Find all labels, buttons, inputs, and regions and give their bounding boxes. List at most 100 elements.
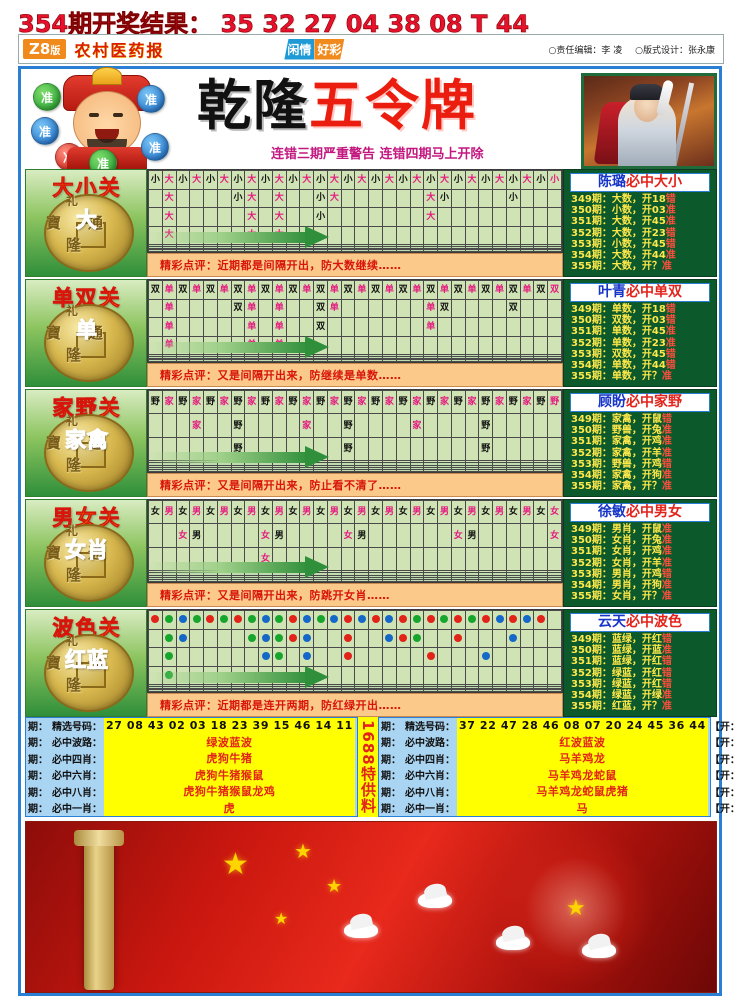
dot-green	[412, 615, 421, 624]
expert-record-row: 351期：蓝绿，开红错	[571, 656, 716, 667]
grid-cell	[464, 647, 480, 667]
grid-cell	[258, 317, 273, 337]
grid-cell	[478, 335, 494, 356]
grid-row	[148, 578, 562, 582]
grid-cell-value: 单	[329, 303, 339, 314]
grid-cell-value: 单	[164, 284, 174, 295]
record-mark: 准	[661, 470, 672, 482]
grid-cell	[161, 436, 177, 462]
grid-cell-value: 女	[343, 507, 353, 518]
grid-cell	[230, 628, 246, 649]
grid-cell	[313, 578, 328, 582]
grid-cell	[216, 359, 232, 362]
grid-cell-value: 小	[316, 193, 326, 204]
grid-cell	[450, 546, 466, 572]
expert-panel-title: 陈璐必中大小	[570, 173, 710, 192]
row-value: 马羊鸡龙蛇鼠虎猪	[457, 782, 708, 800]
grid-cell-value: 双	[508, 303, 518, 314]
leisure-banner: 闲情 好彩	[284, 38, 345, 60]
grid-cell	[189, 468, 205, 472]
grid-cell	[492, 335, 507, 356]
dot-red	[344, 652, 353, 661]
grid-cell-value: 双	[178, 284, 188, 295]
record-period: 354期：	[571, 690, 612, 702]
expert-record-row: 353期：野兽，开鸡错	[571, 459, 716, 470]
grid-cell-value: 家	[164, 397, 174, 408]
grid-cell	[409, 207, 425, 227]
grid-row: 单双单单双单单双双	[148, 298, 562, 319]
grid-cell	[326, 665, 342, 686]
expert-name: 陈璐	[598, 174, 626, 190]
grid-cell	[368, 665, 384, 686]
grid-cell	[175, 468, 191, 472]
record-open: 开鸡	[641, 458, 662, 470]
grid-cell-value: 女	[316, 507, 326, 518]
grid-cell	[492, 436, 507, 462]
expert-record-row: 349期：大数，开18错	[571, 194, 716, 205]
grid-cell	[395, 546, 411, 572]
record-pick: 蓝绿，	[611, 645, 642, 657]
grid-cell	[368, 523, 384, 548]
grid-cell	[547, 413, 562, 438]
grid-cell	[285, 689, 301, 692]
grid-cell	[271, 628, 287, 649]
grid-cell	[409, 689, 425, 692]
expert-record-row: 352期：单数，开23准	[571, 338, 716, 349]
record-period: 350期：	[571, 205, 612, 217]
dot-red	[481, 615, 490, 624]
section-comment: 精彩点评：又是间隔开出来，防止看不清了……	[147, 473, 563, 497]
grid-cell	[423, 647, 439, 667]
grid-cell	[368, 207, 384, 227]
grid-cell	[492, 359, 507, 362]
grid-cell	[547, 207, 562, 227]
grid-cell	[244, 610, 260, 630]
grid-cell-value: 家	[357, 397, 367, 408]
grid-cell-value: 野	[343, 397, 353, 408]
grid-cell: 男	[299, 500, 315, 525]
grid-cell	[203, 207, 218, 227]
grid-cell	[216, 578, 232, 582]
row-period-label: 期：	[381, 738, 401, 750]
record-period: 350期：	[571, 645, 612, 657]
grid-cell-value: 大	[357, 174, 367, 185]
grid-cell	[437, 665, 452, 686]
record-period: 353期：	[571, 458, 612, 470]
grid-cell	[258, 628, 273, 649]
grid-cell	[519, 436, 535, 462]
grid-cell-value: 野	[536, 397, 546, 408]
grid-cell-value: 家	[384, 397, 394, 408]
grid-cell: 野	[395, 390, 411, 415]
grid-cell	[409, 436, 425, 462]
grid-cell-value: 大	[439, 174, 449, 185]
grid-cell: 女	[203, 500, 218, 525]
grid-cell-value: 大	[164, 174, 174, 185]
record-period: 352期：	[571, 557, 612, 569]
grid-cell	[313, 335, 328, 356]
dot-blue	[495, 615, 504, 624]
dot-red	[344, 633, 353, 642]
record-mark: 错	[661, 656, 672, 668]
grid-cell-value: 野	[426, 397, 436, 408]
grid-cell	[450, 413, 466, 438]
grid-cell	[395, 298, 411, 319]
expert-record-list: 349期：大数，开18错 350期：小数，开03准 351期：大数，开45准 352期…	[564, 194, 716, 272]
expert-record-row: 352期：家禽，开羊准	[571, 448, 716, 459]
coin-char-top: 礼	[66, 304, 79, 318]
grid-cell	[492, 468, 507, 472]
grid-cell	[450, 207, 466, 227]
grid-cell	[533, 298, 549, 319]
grid-cell	[547, 359, 562, 362]
grid-cell-value: 野	[288, 397, 298, 408]
grid-cell: 小	[437, 188, 452, 209]
record-open: 开鼠	[641, 414, 662, 425]
record-mark: 准	[661, 436, 672, 448]
record-pick: 小数，	[611, 238, 642, 250]
grid-cell	[533, 207, 549, 227]
grid-cell: 女	[258, 500, 273, 525]
grid-cell	[354, 249, 370, 252]
grid-cell-value: 小	[439, 193, 449, 204]
grid-cell-value: 大	[219, 174, 229, 185]
grid-cell	[547, 578, 562, 582]
warrior-artwork	[581, 73, 717, 169]
grid-cell	[478, 207, 494, 227]
